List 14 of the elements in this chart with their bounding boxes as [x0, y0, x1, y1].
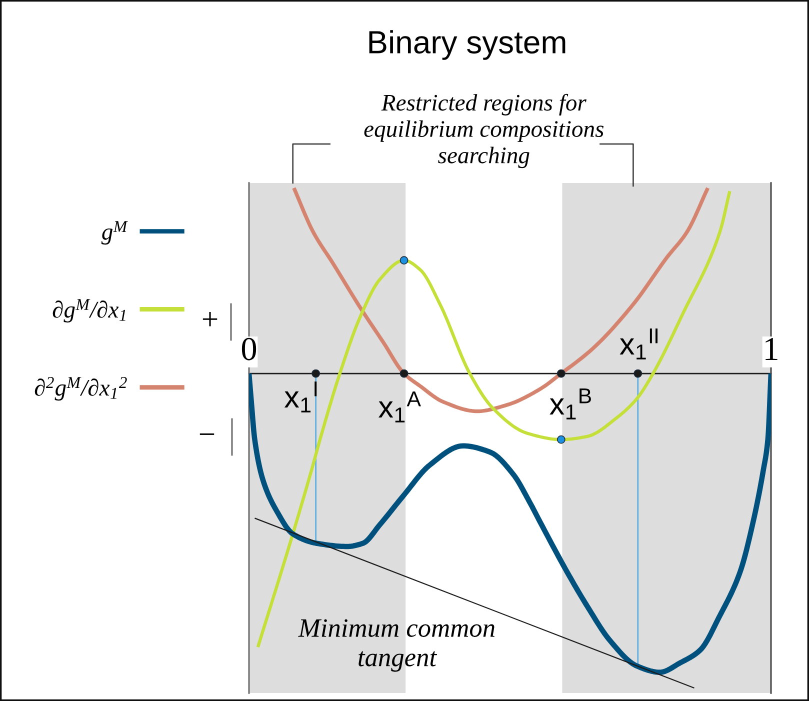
text: − [200, 433, 214, 435]
x-tick-label: 0 [242, 338, 256, 360]
legend-label: ∂$^{2}$g$^{M}$/∂x$_{1}$$^{2}$ [34, 377, 127, 401]
annotation: x$_{1}$$^{A}$ [378, 392, 421, 422]
chart-title: Binary system [369, 30, 566, 60]
text: + [202, 312, 218, 326]
x-tick-label: 1 [766, 338, 778, 360]
annotation: x$_{1}$$^{B}$ [550, 388, 591, 420]
legend-label: ∂g$^{M}$/∂x$_{1}$ [52, 299, 126, 323]
annotation: x$_{1}$$^{I}$ [284, 382, 317, 412]
legend-label: g$^{M}$ [101, 221, 128, 245]
text: Restricted regions for equilibrium compositions searching [364, 94, 604, 168]
annotation: Minimum common tangent [298, 619, 494, 672]
annotation: x$_{1}$$^{II}$ [620, 328, 658, 360]
